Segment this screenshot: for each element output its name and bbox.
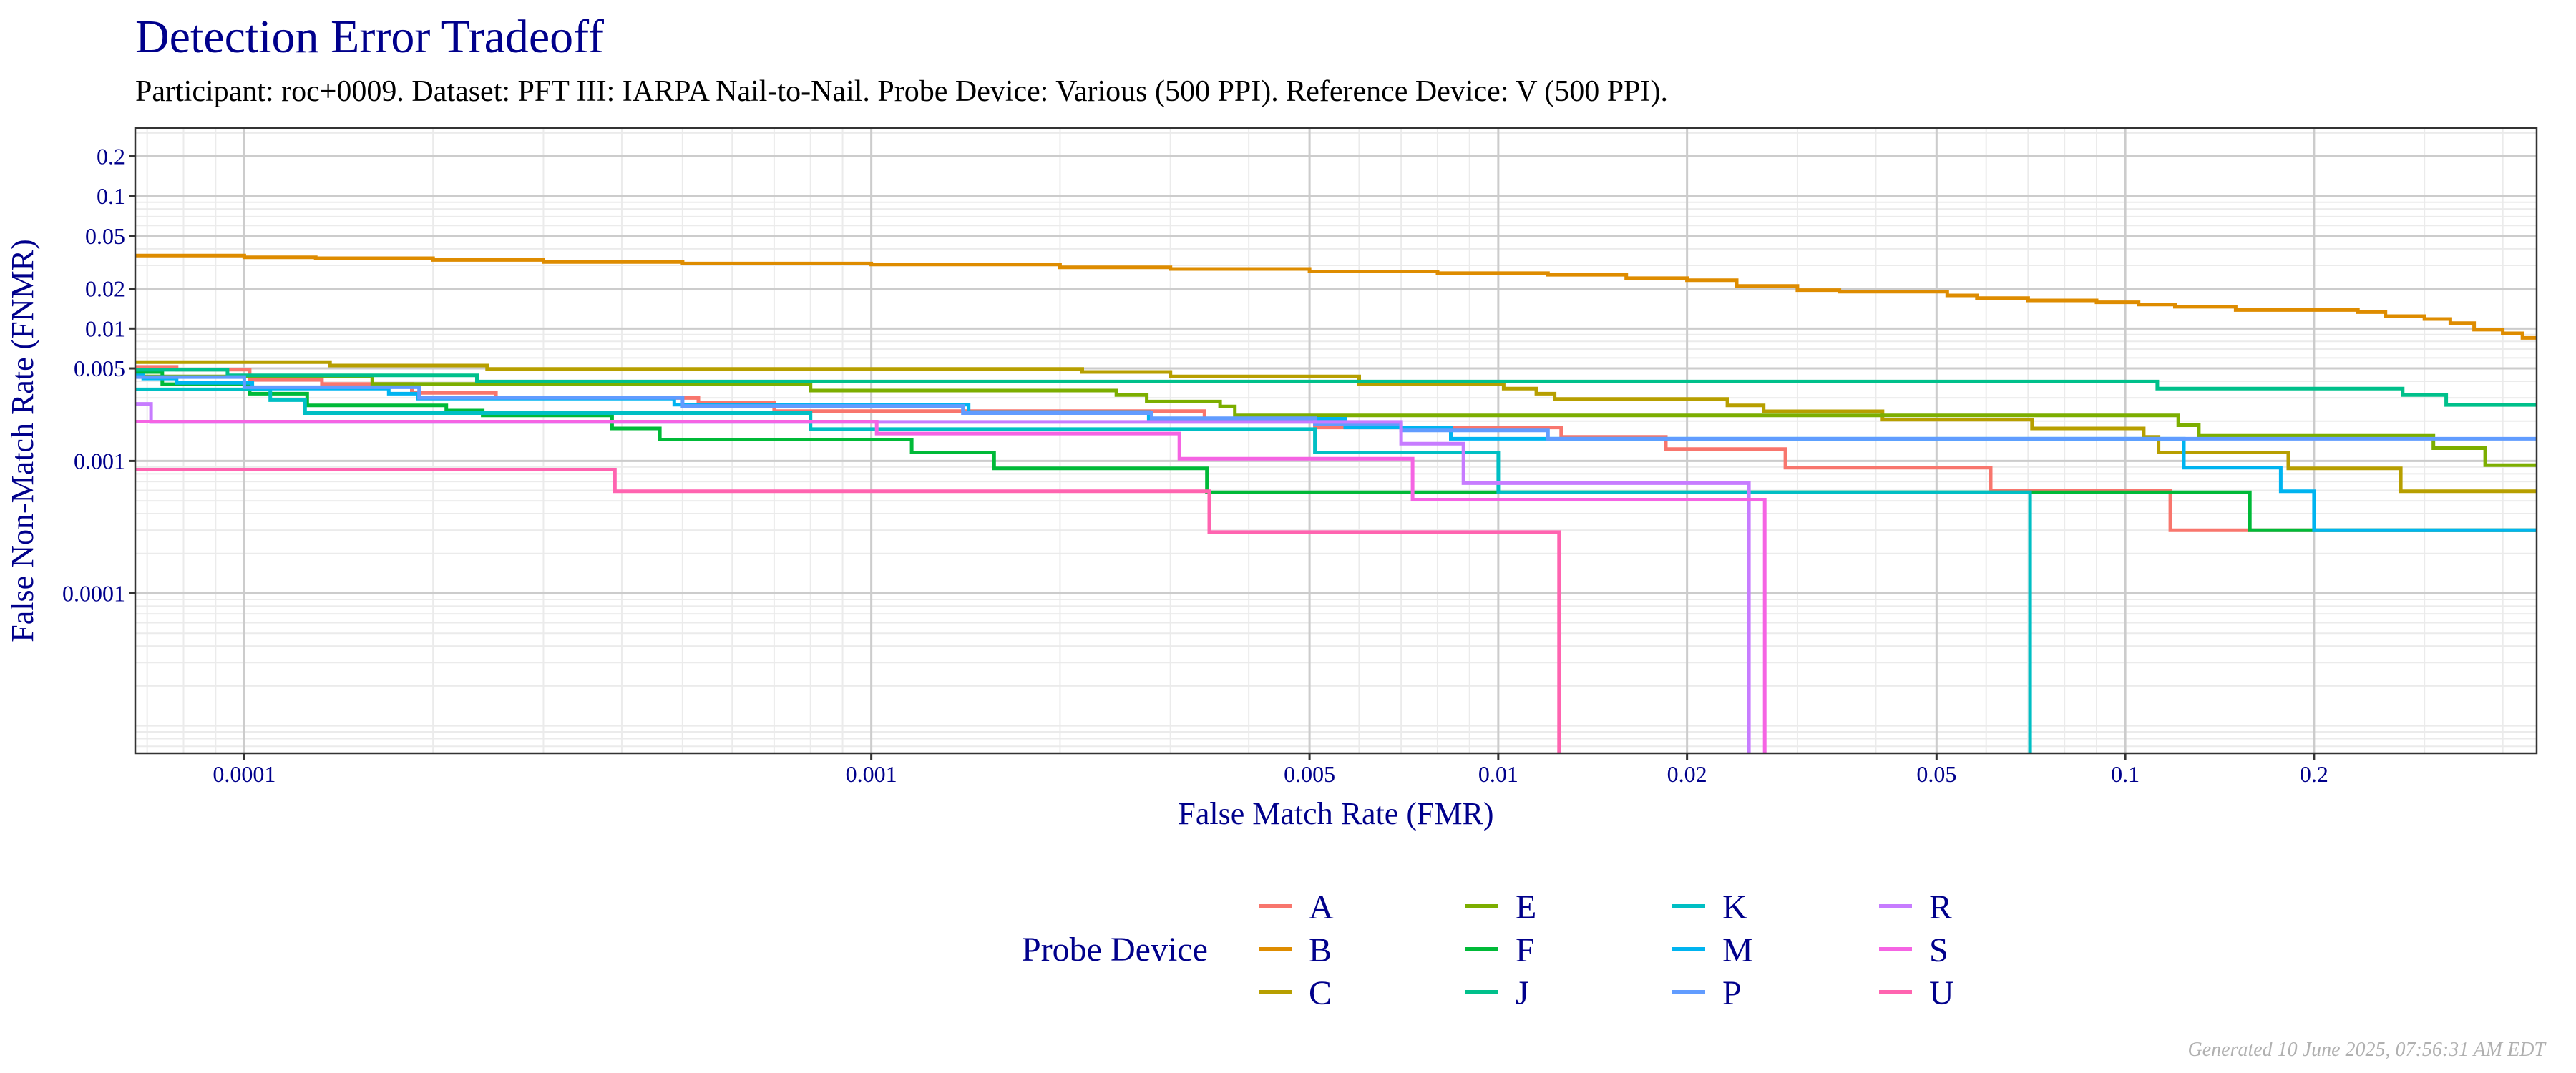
chart-title: Detection Error Tradeoff <box>135 11 604 63</box>
x-tick-label: 0.001 <box>846 761 897 787</box>
y-tick-label: 0.2 <box>97 144 125 170</box>
series-line-E <box>135 374 2537 467</box>
legend-label-K: K <box>1722 888 1747 926</box>
legend-label-S: S <box>1929 931 1948 969</box>
legend-label-A: A <box>1309 888 1334 926</box>
x-tick-label: 0.02 <box>1667 761 1707 787</box>
legend-label-J: J <box>1516 974 1529 1012</box>
major-gridlines <box>135 128 2537 753</box>
x-tick-label: 0.2 <box>2300 761 2328 787</box>
x-tick-label: 0.005 <box>1284 761 1335 787</box>
generated-timestamp: Generated 10 June 2025, 07:56:31 AM EDT <box>2187 1039 2545 1061</box>
x-tick-label: 0.0001 <box>213 761 275 787</box>
series-line-R <box>135 402 1751 753</box>
x-tick-label: 0.05 <box>1916 761 1956 787</box>
legend-label-C: C <box>1309 974 1332 1012</box>
series-lines <box>135 253 2537 753</box>
series-line-B <box>135 253 2537 340</box>
legend: Probe Device ABC EFJ KMP RSU <box>1022 888 1954 1012</box>
series-line-M <box>135 373 2537 532</box>
chart-subtitle: Participant: roc+0009. Dataset: PFT III:… <box>135 75 1668 108</box>
minor-gridlines <box>135 128 2537 753</box>
legend-label-B: B <box>1309 931 1332 969</box>
y-tick-label: 0.0001 <box>62 580 125 606</box>
series-line-U <box>135 468 1561 753</box>
y-tick-label: 0.01 <box>85 315 125 341</box>
series-line-A <box>135 365 2537 532</box>
series-line-J <box>135 368 2537 407</box>
legend-label-F: F <box>1516 931 1535 969</box>
y-tick-label: 0.001 <box>74 448 125 474</box>
y-axis-ticks: 0.2 0.1 0.05 0.02 0.01 0.005 0.001 0.0001 <box>62 144 135 606</box>
legend-label-M: M <box>1722 931 1753 969</box>
legend-label-P: P <box>1722 974 1742 1012</box>
series-line-C <box>135 360 2537 494</box>
legend-title: Probe Device <box>1022 931 1208 969</box>
y-tick-label: 0.005 <box>74 356 125 381</box>
y-tick-label: 0.02 <box>85 276 125 302</box>
x-axis-ticks: 0.0001 0.001 0.005 0.01 0.02 0.05 0.1 0.2 <box>213 753 2328 787</box>
series-line-K <box>135 387 2032 753</box>
y-axis-title: False Non-Match Rate (FNMR) <box>5 239 40 642</box>
series-line-S <box>135 419 1767 753</box>
x-tick-label: 0.01 <box>1478 761 1518 787</box>
legend-label-U: U <box>1929 974 1954 1012</box>
legend-label-R: R <box>1929 888 1952 926</box>
x-tick-label: 0.1 <box>2111 761 2140 787</box>
y-tick-label: 0.1 <box>97 183 125 209</box>
plot-panel-border <box>134 127 2538 755</box>
x-axis-title: False Match Rate (FMR) <box>1178 796 1493 831</box>
y-tick-label: 0.05 <box>85 223 125 249</box>
legend-label-E: E <box>1516 888 1536 926</box>
series-line-P <box>135 375 2537 441</box>
